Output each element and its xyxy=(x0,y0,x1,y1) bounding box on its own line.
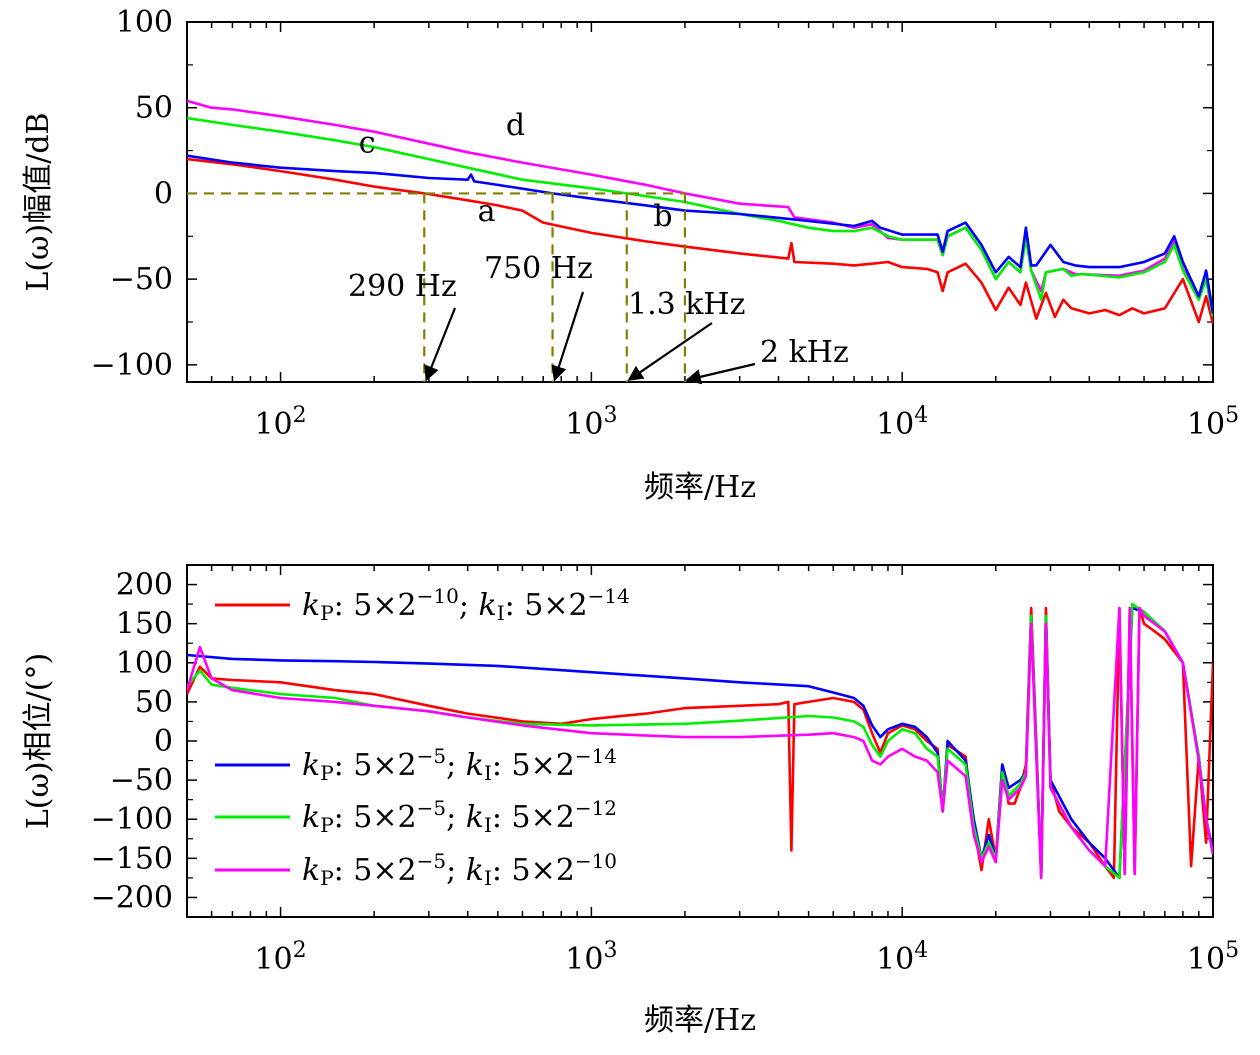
y-tick-label: 100 xyxy=(116,5,173,40)
y-tick-label: −150 xyxy=(91,841,173,876)
y-tick-label: −200 xyxy=(91,880,173,915)
x-axis-label: 频率/Hz xyxy=(644,470,756,505)
legend-entry: kP: 5×2−5; kI: 5×2−14 xyxy=(302,744,617,785)
crossover-label: 290 Hz xyxy=(348,269,457,304)
phase-panel: 102 103 104 105 200 150 100 50 0 −50 −100 −150 −200 频… xyxy=(21,564,1239,1038)
series-line-d xyxy=(187,99,1213,318)
crossover-arrow xyxy=(424,307,457,382)
y-tick-label: 150 xyxy=(116,607,173,642)
curve-label-c: c xyxy=(359,125,376,160)
y-tick-label: 200 xyxy=(116,568,173,603)
x-axis-label: 频率/Hz xyxy=(644,1003,756,1038)
x-tick-label: 102 xyxy=(254,938,306,977)
y-tick-label: 0 xyxy=(154,724,173,759)
crossover-arrow xyxy=(685,362,756,385)
crossover-label: 1.3 kHz xyxy=(628,287,745,322)
y-axis-label: L(ω)幅值/dB xyxy=(21,112,56,291)
series-line-s2 xyxy=(187,602,1213,880)
series-line-c xyxy=(187,154,1213,314)
crossover-label: 2 kHz xyxy=(760,335,849,370)
y-tick-label: −50 xyxy=(110,262,173,297)
y-tick-label: 50 xyxy=(135,91,173,126)
series-line-s0 xyxy=(187,606,1213,880)
curve-label-a: a xyxy=(478,194,496,229)
x-tick-label: 105 xyxy=(1187,938,1239,977)
curve-label-d: d xyxy=(506,108,525,143)
legend-entry: kP: 5×2−10; kI: 5×2−14 xyxy=(302,584,630,625)
y-tick-label: −50 xyxy=(110,763,173,798)
x-tick-label: 105 xyxy=(1187,403,1239,442)
x-tick-label: 103 xyxy=(565,938,617,977)
x-tick-label: 103 xyxy=(565,403,617,442)
plot-frame xyxy=(186,21,1214,383)
x-tick-label: 104 xyxy=(876,403,928,442)
series-line-s3 xyxy=(187,606,1213,880)
crossover-arrow xyxy=(551,291,585,382)
y-tick-label: 50 xyxy=(135,685,173,720)
y-tick-label: −100 xyxy=(91,802,173,837)
curve-label-b: b xyxy=(653,199,672,234)
y-tick-label: −100 xyxy=(91,348,173,383)
y-tick-label: 100 xyxy=(116,646,173,681)
crossover-label: 750 Hz xyxy=(484,251,593,286)
series-line-s1 xyxy=(187,606,1213,880)
y-tick-label: 0 xyxy=(154,176,173,211)
series-line-a xyxy=(187,157,1213,325)
magnitude-panel: 102 103 104 105 100 50 0 −50 −100 频率/Hz L(ω)幅值/dB 2… xyxy=(21,5,1239,505)
legend-entry: kP: 5×2−5; kI: 5×2−12 xyxy=(302,796,617,837)
y-axis-label: L(ω)相位/(°) xyxy=(21,653,56,829)
crossover-arrow xyxy=(627,322,713,381)
x-tick-label: 102 xyxy=(254,403,306,442)
legend-entry: kP: 5×2−5; kI: 5×2−10 xyxy=(302,849,617,890)
x-tick-label: 104 xyxy=(876,938,928,977)
